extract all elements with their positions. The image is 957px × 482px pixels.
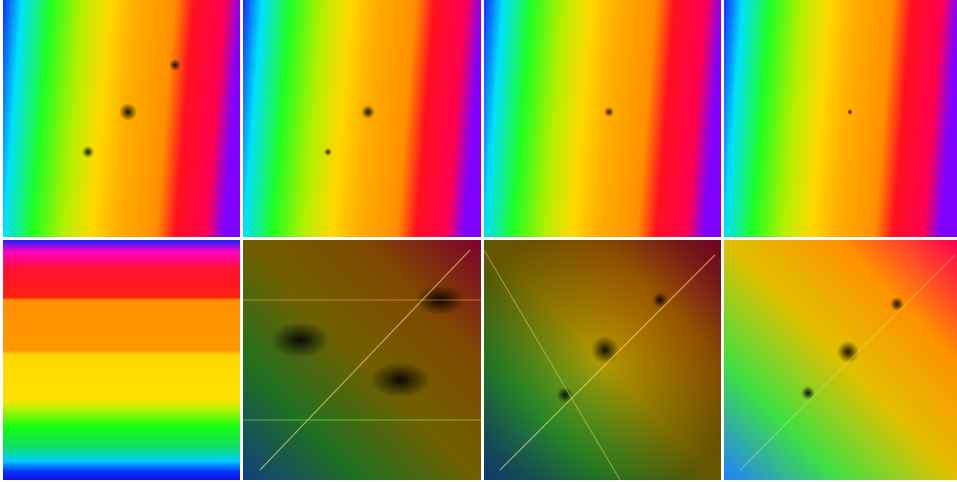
spot	[652, 292, 668, 308]
panel-fill	[724, 0, 957, 237]
spot	[557, 387, 573, 403]
spot	[82, 146, 94, 158]
panel	[3, 0, 240, 237]
ray	[259, 249, 471, 471]
panel-fill	[3, 0, 240, 237]
ray	[499, 254, 716, 471]
panel	[483, 240, 721, 481]
spot	[324, 148, 332, 156]
spot	[890, 297, 904, 311]
panel-fill	[243, 0, 481, 237]
panel-fill	[3, 240, 240, 480]
panel	[243, 0, 481, 237]
panel	[3, 240, 240, 480]
spot	[370, 362, 430, 398]
spot	[591, 336, 619, 364]
spot	[169, 59, 181, 71]
spot	[270, 322, 330, 358]
panel	[724, 0, 957, 237]
spot	[119, 103, 137, 121]
panel	[484, 0, 721, 237]
spot	[604, 107, 614, 117]
spot	[361, 105, 375, 119]
panel-fill	[484, 0, 721, 237]
spot	[847, 109, 853, 115]
panel	[724, 240, 957, 480]
panel	[243, 240, 481, 480]
ray	[483, 249, 621, 481]
ray	[739, 254, 956, 471]
spot	[837, 341, 859, 363]
spot	[801, 386, 815, 400]
